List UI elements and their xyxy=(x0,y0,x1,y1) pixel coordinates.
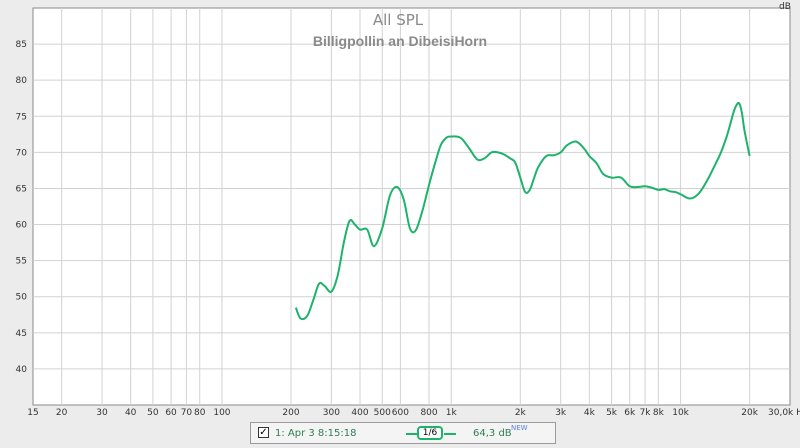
x-tick-label: 5k xyxy=(606,408,618,418)
x-tick-label: 200 xyxy=(282,408,299,418)
x-tick-label: 15 xyxy=(27,408,38,418)
x-tick-label: 80 xyxy=(194,408,206,418)
y-tick-label: 40 xyxy=(16,365,28,375)
series-visibility-checkbox[interactable]: ✓ xyxy=(258,427,269,438)
chart-title: All SPL xyxy=(373,11,424,29)
x-tick-label: 400 xyxy=(351,408,368,418)
x-tick-label: 800 xyxy=(420,408,437,418)
x-tick-label: 30,0k Hz xyxy=(768,408,800,418)
x-tick-label: 3k xyxy=(555,408,567,418)
x-tick-label: 50 xyxy=(147,408,159,418)
x-tick-label: 500 xyxy=(374,408,391,418)
series-name[interactable]: 1: Apr 3 8:15:18 xyxy=(275,428,357,439)
x-tick-label: 30 xyxy=(96,408,108,418)
x-tick-label: 1k xyxy=(446,408,458,418)
y-tick-label: 65 xyxy=(16,184,27,194)
series-line-sample-left xyxy=(406,433,418,435)
x-tick-label: 20 xyxy=(56,408,68,418)
x-tick-label: 600 xyxy=(392,408,409,418)
y-axis-unit-label: dB xyxy=(779,2,791,12)
spl-series-line xyxy=(294,101,751,321)
series-layer xyxy=(294,101,751,321)
y-tick-label: 85 xyxy=(16,40,27,50)
legend: ✓ 1: Apr 3 8:15:18 1/6 64,3 dB NEW xyxy=(250,422,556,444)
x-tick-label: 7k xyxy=(640,408,652,418)
x-tick-label: 8k xyxy=(653,408,665,418)
x-tick-label: 100 xyxy=(213,408,230,418)
x-tick-label: 300 xyxy=(323,408,340,418)
series-average-value: 64,3 dB xyxy=(473,428,512,439)
chart-subtitle: Billigpollin an DibeisiHorn xyxy=(313,33,487,49)
x-tick-label: 10k xyxy=(672,408,689,418)
x-tick-label: 60 xyxy=(165,408,177,418)
plot-area xyxy=(32,7,791,406)
y-tick-label: 70 xyxy=(16,148,28,158)
x-tick-label: 70 xyxy=(181,408,193,418)
smoothing-selector[interactable]: 1/6 xyxy=(417,426,443,440)
new-badge: NEW xyxy=(511,424,528,432)
y-tick-label: 50 xyxy=(16,293,28,303)
y-tick-label: 45 xyxy=(16,329,27,339)
grid xyxy=(33,8,790,405)
x-tick-label: 4k xyxy=(584,408,596,418)
y-tick-label: 55 xyxy=(16,257,27,267)
x-tick-label: 40 xyxy=(125,408,137,418)
axis-ticks: 15 20 30 40 50 60 70 80 100 200 300 400 500 600 800 1k 2… xyxy=(16,40,800,418)
series-line-sample-right xyxy=(444,433,456,435)
y-tick-label: 60 xyxy=(16,221,28,231)
x-tick-label: 2k xyxy=(515,408,527,418)
y-tick-label: 75 xyxy=(16,112,27,122)
x-tick-label: 20k xyxy=(741,408,758,418)
y-tick-label: 80 xyxy=(16,76,28,86)
x-tick-label: 6k xyxy=(624,408,636,418)
